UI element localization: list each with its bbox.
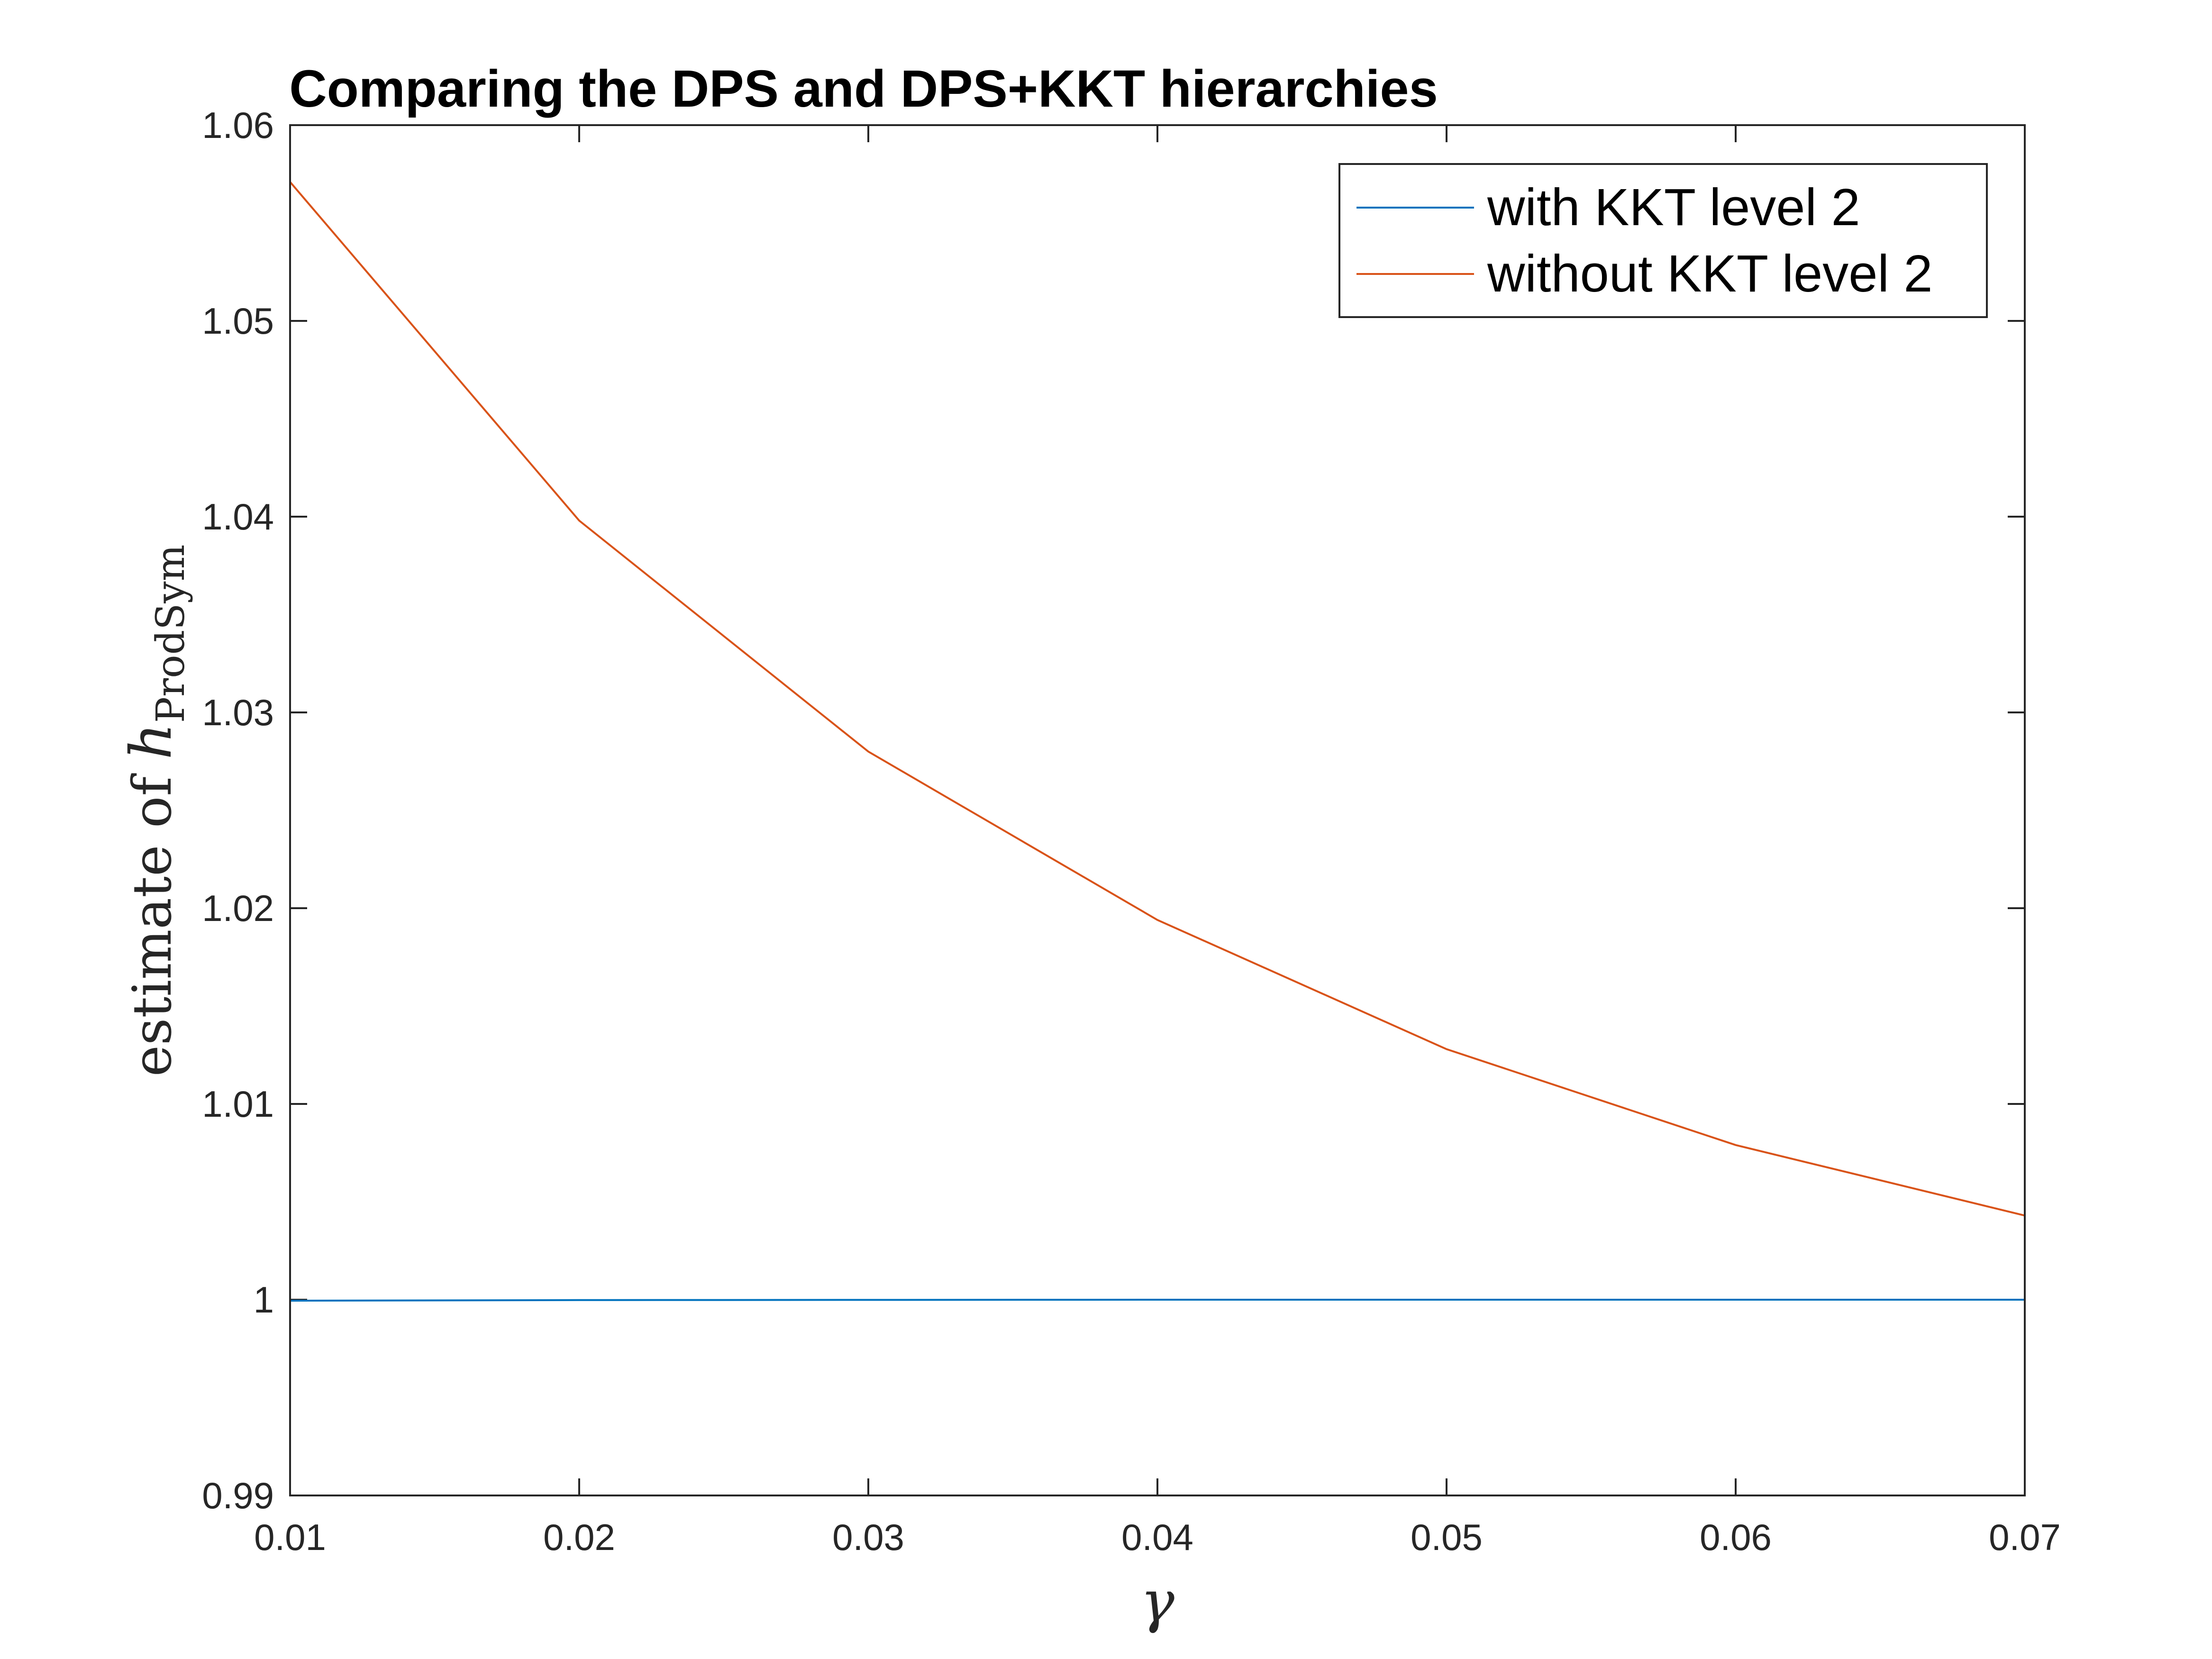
series-layer (289, 181, 2025, 1302)
x-tick-label: 0.02 (543, 1516, 615, 1558)
x-tick-label: 0.06 (1700, 1516, 1772, 1558)
series-line-without-kkt (289, 181, 2025, 1217)
x-tick-label: 0.05 (1411, 1516, 1483, 1558)
x-tick-label: 0.04 (1121, 1516, 1193, 1558)
ticks-layer: 0.01 0.02 0.03 0.04 0.05 0.06 0.07 0.99 1 1.01 1.0… (202, 104, 2061, 1558)
y-tick-label: 1.03 (202, 692, 274, 733)
x-axis-label: γ (1140, 1569, 1174, 1635)
plot-area-frame (289, 124, 2026, 1496)
y-tick-label: 1.01 (202, 1083, 274, 1125)
y-axis-label-symbol: h (118, 723, 184, 759)
y-tick-label: 0.99 (202, 1475, 274, 1516)
y-tick-label: 1.06 (202, 104, 274, 146)
x-tick-label: 0.03 (832, 1516, 904, 1558)
legend-label-without-kkt: without KKT level 2 (1487, 245, 1933, 303)
legend-label-with-kkt: with KKT level 2 (1487, 178, 1860, 237)
y-tick-label: 1 (254, 1279, 274, 1321)
x-tick-label: 0.07 (1989, 1516, 2061, 1558)
legend-box (1338, 163, 1988, 318)
y-tick-label: 1.02 (202, 887, 274, 929)
y-tick-label: 1.05 (202, 300, 274, 342)
legend: with KKT level 2 without KKT level 2 (1338, 163, 1988, 318)
x-tick-label: 0.01 (254, 1516, 326, 1558)
y-axis-label: estimate of hProdSym (118, 545, 193, 1077)
chart-title: Comparing the DPS and DPS+KKT hierarchie… (289, 60, 1438, 118)
y-tick-label: 1.04 (202, 496, 274, 538)
y-axis-label-subscript: ProdSym (148, 545, 193, 723)
y-axis-label-prefix: estimate of (122, 759, 183, 1076)
series-line-with-kkt (290, 1299, 2025, 1302)
y-axis-label-text: estimate of hProdSym (118, 545, 193, 1077)
